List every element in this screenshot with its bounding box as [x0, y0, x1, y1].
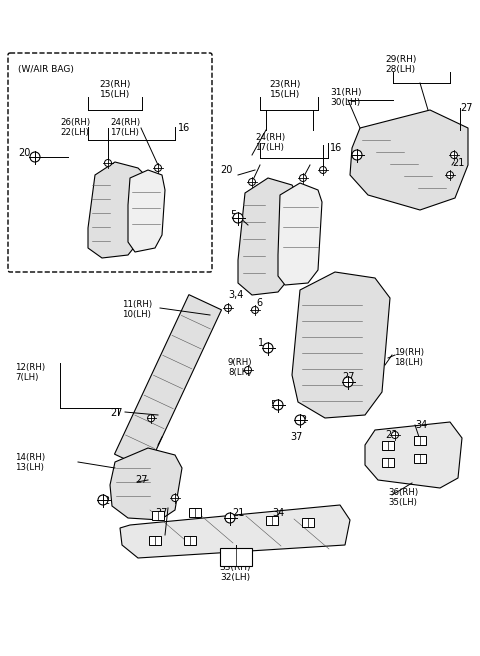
Polygon shape	[365, 422, 462, 488]
Bar	[414, 453, 426, 462]
Text: 24(RH)
17(LH): 24(RH) 17(LH)	[110, 118, 140, 137]
Text: 21: 21	[232, 508, 244, 518]
Text: 24(RH)
17(LH): 24(RH) 17(LH)	[255, 133, 285, 152]
Bar	[189, 508, 201, 516]
Polygon shape	[120, 505, 350, 558]
Text: (W/AIR BAG): (W/AIR BAG)	[18, 65, 74, 74]
Circle shape	[446, 171, 454, 178]
Circle shape	[30, 152, 40, 162]
Circle shape	[343, 377, 353, 387]
Bar	[382, 440, 394, 449]
Polygon shape	[292, 272, 390, 418]
Text: 1: 1	[258, 338, 264, 348]
Bar	[302, 518, 314, 527]
Bar	[184, 535, 196, 544]
Text: 37: 37	[155, 508, 168, 518]
Text: 5: 5	[230, 210, 236, 220]
Text: 29(RH)
28(LH): 29(RH) 28(LH)	[385, 55, 416, 74]
Circle shape	[273, 400, 283, 410]
Text: 23(RH)
15(LH): 23(RH) 15(LH)	[269, 80, 300, 100]
Text: 2: 2	[103, 496, 109, 506]
Polygon shape	[115, 295, 221, 469]
Text: 34: 34	[415, 420, 427, 430]
Text: 33(RH)
32(LH): 33(RH) 32(LH)	[219, 563, 251, 583]
Text: 27: 27	[135, 475, 147, 485]
Text: 12(RH)
7(LH): 12(RH) 7(LH)	[15, 363, 45, 382]
Circle shape	[249, 178, 255, 186]
Polygon shape	[238, 178, 298, 295]
Circle shape	[320, 167, 326, 173]
Circle shape	[147, 415, 155, 422]
Bar	[220, 548, 252, 566]
Text: 9(RH)
8(LH): 9(RH) 8(LH)	[228, 358, 252, 377]
Text: 16: 16	[178, 123, 190, 133]
Text: 27: 27	[110, 408, 122, 418]
Bar	[149, 535, 161, 544]
Circle shape	[155, 165, 161, 171]
Text: 16: 16	[330, 143, 342, 153]
Text: 21: 21	[452, 158, 464, 168]
Text: 36(RH)
35(LH): 36(RH) 35(LH)	[388, 488, 418, 507]
Text: 19(RH)
18(LH): 19(RH) 18(LH)	[394, 348, 424, 367]
Bar	[414, 436, 426, 445]
Text: 26(RH)
22(LH): 26(RH) 22(LH)	[60, 118, 90, 137]
Circle shape	[352, 150, 362, 160]
FancyBboxPatch shape	[8, 53, 212, 272]
Circle shape	[171, 495, 179, 501]
Text: 31(RH)
30(LH): 31(RH) 30(LH)	[330, 88, 361, 108]
Text: 37: 37	[290, 432, 302, 442]
Text: 34: 34	[272, 508, 284, 518]
Polygon shape	[350, 110, 468, 210]
Circle shape	[300, 174, 307, 182]
Circle shape	[225, 304, 231, 312]
Text: 20: 20	[220, 165, 232, 175]
Polygon shape	[88, 162, 145, 258]
Text: 2: 2	[300, 415, 306, 425]
Bar	[152, 510, 164, 520]
Text: 14(RH)
13(LH): 14(RH) 13(LH)	[15, 453, 45, 472]
Text: 11(RH)
10(LH): 11(RH) 10(LH)	[122, 300, 152, 319]
Circle shape	[244, 367, 252, 373]
Polygon shape	[128, 170, 165, 252]
Circle shape	[252, 306, 259, 314]
Text: 21: 21	[385, 430, 397, 440]
Text: 20: 20	[18, 148, 30, 158]
Circle shape	[392, 432, 398, 438]
Text: 23(RH)
15(LH): 23(RH) 15(LH)	[99, 80, 131, 100]
Circle shape	[98, 495, 108, 505]
Text: 3,4: 3,4	[228, 290, 243, 300]
Circle shape	[263, 343, 273, 353]
Circle shape	[225, 513, 235, 523]
Text: 6: 6	[256, 298, 262, 308]
Polygon shape	[110, 448, 182, 520]
Circle shape	[451, 152, 457, 159]
Circle shape	[233, 213, 243, 223]
Bar	[266, 516, 278, 525]
Text: 27: 27	[460, 103, 472, 113]
Text: 5: 5	[270, 400, 276, 410]
Circle shape	[105, 159, 111, 167]
Circle shape	[295, 415, 305, 425]
Text: 27: 27	[342, 372, 355, 382]
Bar	[382, 457, 394, 466]
Polygon shape	[278, 183, 322, 285]
